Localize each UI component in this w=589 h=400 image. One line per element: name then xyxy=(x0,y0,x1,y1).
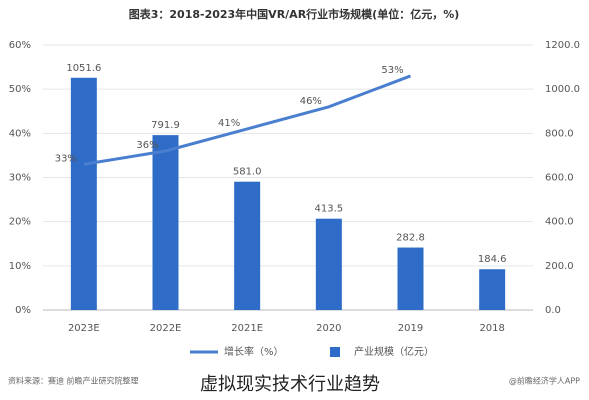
y2-tick-label: 1200.0 xyxy=(545,40,580,51)
x-tick-label: 2018 xyxy=(479,323,504,334)
chart-title: 图表3：2018-2023年中国VR/AR行业市场规模(单位：亿元，%) xyxy=(129,7,460,21)
y-tick-label: 40% xyxy=(9,128,31,139)
y-tick-label: 10% xyxy=(9,261,31,272)
bar-label: 791.9 xyxy=(151,120,180,131)
bar xyxy=(234,181,261,310)
x-tick-label: 2019 xyxy=(398,323,423,334)
y2-tick-label: 800.0 xyxy=(545,128,574,139)
legend-swatch xyxy=(330,347,340,357)
y-tick-label: 20% xyxy=(9,217,31,228)
bar-label: 282.8 xyxy=(396,233,425,244)
bar-label: 184.6 xyxy=(478,254,507,265)
legend-label: 产业规模（亿元） xyxy=(354,345,434,358)
bar xyxy=(152,135,179,310)
y-tick-label: 30% xyxy=(9,173,31,184)
line xyxy=(83,74,412,166)
y-tick-label: 50% xyxy=(9,84,31,95)
y-tick-label: 0% xyxy=(15,305,31,316)
y2-tick-label: 1000.0 xyxy=(545,84,580,95)
y2-tick-label: 0.0 xyxy=(545,305,561,316)
legend-label: 增长率（%） xyxy=(224,345,284,358)
bar-label: 1051.6 xyxy=(66,63,101,74)
x-tick-label: 2020 xyxy=(316,323,341,334)
y2-tick-label: 400.0 xyxy=(545,217,574,228)
watermark: @前瞻经济学人APP xyxy=(509,376,580,386)
caption: 虚拟现实技术行业趋势 xyxy=(200,374,380,395)
y-tick-label: 60% xyxy=(9,40,31,51)
bar xyxy=(397,247,424,310)
line-label: 33% xyxy=(55,153,77,164)
x-tick-label: 2022E xyxy=(150,323,182,334)
y2-tick-label: 600.0 xyxy=(545,173,574,184)
x-tick-label: 2021E xyxy=(231,323,263,334)
bar-label: 413.5 xyxy=(315,204,344,215)
bar xyxy=(315,218,342,310)
bar xyxy=(479,269,506,310)
line-label: 36% xyxy=(136,140,158,151)
y2-tick-label: 200.0 xyxy=(545,261,574,272)
line-label: 46% xyxy=(300,96,322,107)
bar-label: 581.0 xyxy=(233,167,262,178)
x-tick-label: 2023E xyxy=(68,323,100,334)
bar xyxy=(70,77,97,310)
line-label: 53% xyxy=(381,65,403,76)
source: 资料来源：赛迪 前瞻产业研究院整理 xyxy=(8,376,139,386)
line-label: 41% xyxy=(218,118,240,129)
